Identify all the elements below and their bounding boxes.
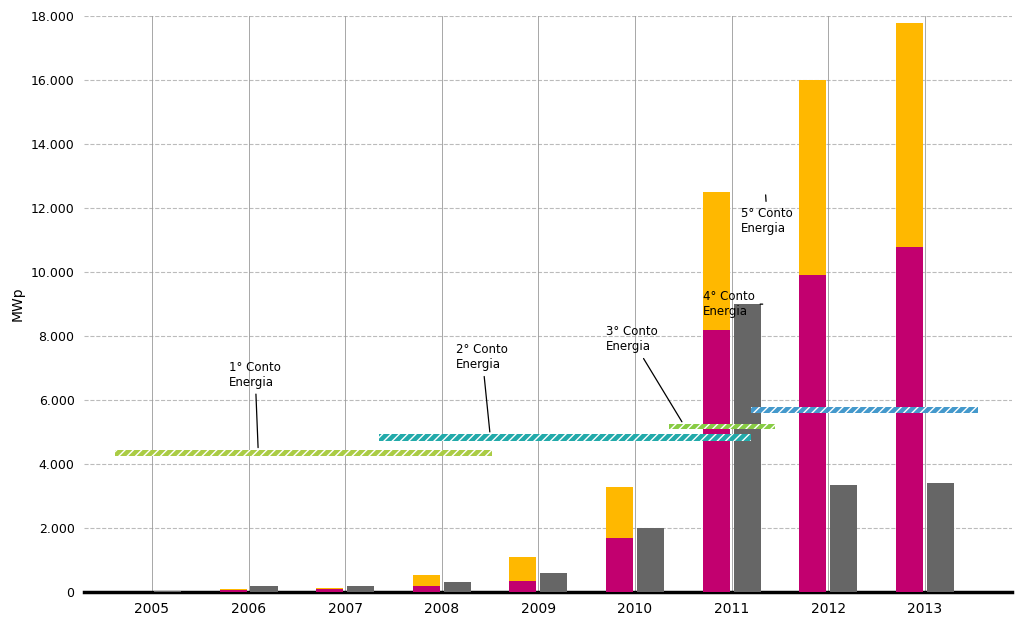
Bar (637, 528, 664, 592)
Bar (444, 582, 471, 592)
Bar (896, 246, 923, 592)
Bar (123, 591, 150, 592)
Bar (509, 557, 536, 581)
Text: 2° Conto
Energia: 2° Conto Energia (456, 343, 508, 432)
Bar (413, 575, 440, 586)
Bar (606, 487, 633, 538)
Text: 5° Conto
Energia: 5° Conto Energia (742, 195, 793, 235)
Bar (540, 573, 568, 592)
Bar (669, 424, 775, 429)
Y-axis label: MWp: MWp (11, 287, 26, 322)
Bar (116, 450, 492, 456)
Bar (251, 586, 277, 592)
Bar (220, 589, 247, 592)
Bar (379, 435, 751, 441)
Bar (153, 591, 181, 592)
Bar (347, 586, 374, 592)
Bar (606, 538, 633, 592)
Bar (703, 330, 729, 592)
Bar (413, 586, 440, 592)
Bar (927, 483, 953, 592)
Bar (703, 192, 729, 330)
Bar (751, 406, 978, 413)
Bar (316, 589, 344, 592)
Text: 4° Conto
Energia: 4° Conto Energia (703, 290, 763, 318)
Bar (896, 23, 923, 246)
Bar (799, 80, 827, 275)
Bar (733, 304, 761, 592)
Bar (799, 275, 827, 592)
Text: 1° Conto
Energia: 1° Conto Energia (229, 361, 281, 448)
Bar (831, 485, 857, 592)
Bar (316, 588, 344, 589)
Bar (509, 581, 536, 592)
Text: 3° Conto
Energia: 3° Conto Energia (606, 325, 682, 422)
